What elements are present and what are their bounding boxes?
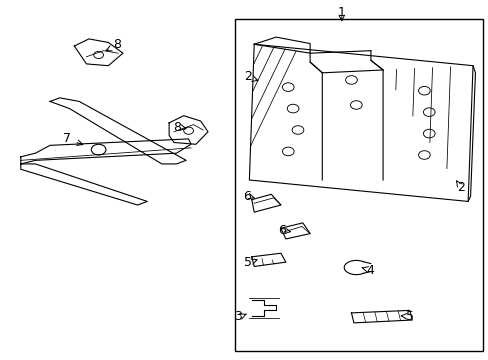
Text: 5: 5 [405, 310, 413, 323]
Text: 3: 3 [234, 310, 242, 323]
Text: 1: 1 [337, 6, 345, 19]
Text: 8: 8 [173, 121, 181, 134]
Text: 7: 7 [63, 132, 71, 145]
Text: 4: 4 [365, 264, 373, 276]
Text: 8: 8 [113, 39, 121, 51]
Text: 2: 2 [244, 70, 252, 83]
Text: 6: 6 [243, 190, 250, 203]
Text: 2: 2 [456, 181, 464, 194]
Text: 5: 5 [244, 256, 252, 269]
Bar [234, 19, 482, 351]
Text: 6: 6 [278, 224, 285, 237]
